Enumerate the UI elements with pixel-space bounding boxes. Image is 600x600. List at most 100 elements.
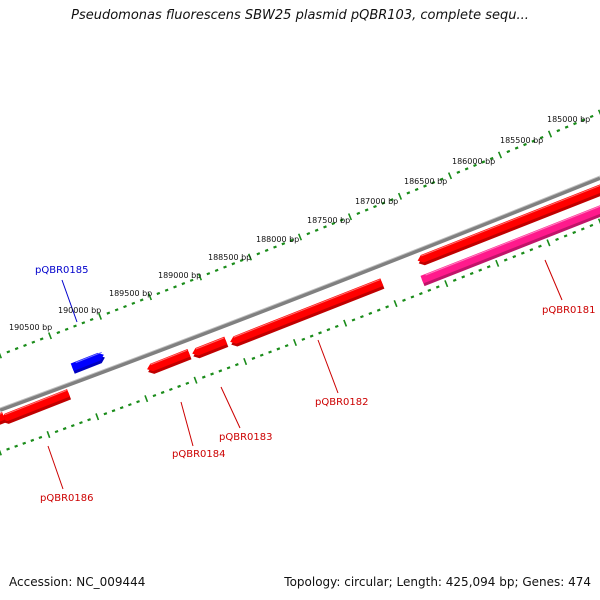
scale-label: 190500 bp xyxy=(9,323,52,332)
topology-summary: Topology: circular; Length: 425,094 bp; … xyxy=(284,575,591,589)
inner-minor-tick xyxy=(529,248,534,252)
gene-arrow-pQBR0182 xyxy=(230,278,385,347)
inner-minor-tick xyxy=(201,375,206,379)
outer-minor-tick xyxy=(31,340,36,344)
outer-major-tick xyxy=(47,332,53,340)
outer-major-tick xyxy=(97,312,103,320)
inner-minor-tick xyxy=(268,350,272,354)
scale-label: 186000 bp xyxy=(452,157,495,166)
outer-major-tick xyxy=(347,213,353,221)
outer-minor-tick xyxy=(489,156,494,161)
outer-minor-tick xyxy=(231,262,236,266)
outer-major-tick xyxy=(0,351,2,359)
outer-minor-tick xyxy=(306,232,311,236)
inner-minor-tick xyxy=(469,271,474,276)
outer-minor-tick xyxy=(356,211,361,215)
outer-minor-tick xyxy=(323,225,327,229)
inner-minor-tick xyxy=(54,429,59,434)
inner-major-tick xyxy=(95,413,100,421)
inner-minor-tick xyxy=(168,387,173,392)
gene-arrow-pQBR0181-red-highlight xyxy=(421,182,600,257)
outer-minor-tick xyxy=(531,139,536,143)
leader-line xyxy=(47,445,64,490)
inner-minor-tick xyxy=(38,435,43,440)
outer-minor-tick xyxy=(289,238,294,242)
outer-minor-tick xyxy=(339,218,344,222)
outer-minor-tick xyxy=(56,330,61,335)
gene-arrow-pQBR0182-face xyxy=(230,278,384,344)
inner-minor-tick xyxy=(512,254,517,259)
gene-arrow-pQBR0185-highlight xyxy=(75,351,102,364)
gene-label-pQBR0185: pQBR0185 xyxy=(35,265,88,276)
inner-minor-tick xyxy=(418,292,423,296)
outer-major-tick xyxy=(147,293,153,301)
scale-label: 185500 bp xyxy=(500,136,543,145)
leader-line xyxy=(180,401,194,447)
scale-labels: 185000 bp 185500 bp 186000 bp 186500 bp 1870… xyxy=(9,115,590,332)
inner-minor-tick xyxy=(486,265,491,269)
outer-minor-tick xyxy=(364,208,369,212)
outer-minor-tick xyxy=(14,347,19,351)
outer-minor-tick xyxy=(106,311,111,315)
inner-minor-tick xyxy=(185,381,190,385)
scale-label: 190000 bp xyxy=(58,306,101,315)
inner-minor-tick xyxy=(376,308,381,312)
outer-minor-tick xyxy=(539,135,544,140)
outer-minor-tick xyxy=(256,252,261,256)
gene-arrow-pQBR0181-face xyxy=(420,202,600,284)
inner-minor-tick xyxy=(334,324,339,329)
outer-major-tick xyxy=(447,172,453,180)
outer-minor-tick xyxy=(114,308,119,312)
outer-minor-tick xyxy=(73,324,77,328)
outer-minor-tick xyxy=(239,258,244,263)
inner-minor-tick xyxy=(555,237,559,242)
gene-label-pQBR0184: pQBR0184 xyxy=(172,449,225,460)
gene-arrow-edge-highlight xyxy=(0,412,2,417)
inner-minor-tick xyxy=(368,311,373,316)
gene-arrow-pQBR0183-highlight xyxy=(195,337,224,350)
inner-minor-tick xyxy=(152,393,157,398)
outer-minor-tick xyxy=(406,191,411,195)
leader-line xyxy=(61,279,78,323)
page-title: Pseudomonas fluorescens SBW25 plasmid pQ… xyxy=(71,8,529,23)
outer-minor-tick xyxy=(456,170,461,174)
inner-major-tick xyxy=(46,430,51,439)
scale-label: 187500 bp xyxy=(307,216,350,225)
inner-minor-tick xyxy=(435,285,440,289)
inner-minor-tick xyxy=(70,424,75,428)
scale-label: 185000 bp xyxy=(547,115,590,124)
scale-label: 188000 bp xyxy=(256,235,299,244)
inner-minor-tick xyxy=(563,234,568,238)
outer-minor-tick xyxy=(189,278,194,282)
outer-minor-tick xyxy=(264,248,269,253)
outer-minor-tick xyxy=(64,327,69,331)
gene-label-pQBR0186: pQBR0186 xyxy=(40,493,93,504)
outer-minor-tick xyxy=(123,304,127,309)
inner-minor-tick xyxy=(538,244,542,248)
inner-minor-tick xyxy=(111,409,116,413)
outer-minor-tick xyxy=(6,350,11,354)
inner-minor-tick xyxy=(589,223,594,228)
inner-major-tick xyxy=(193,376,198,384)
outer-minor-tick xyxy=(414,187,419,192)
inner-minor-tick xyxy=(309,334,314,338)
outer-minor-tick xyxy=(556,128,561,133)
gene-arrow-pQBR0184 xyxy=(147,349,192,374)
outer-minor-tick xyxy=(131,301,136,305)
inner-minor-tick xyxy=(251,356,256,360)
outer-minor-tick xyxy=(581,118,586,122)
outer-minor-tick xyxy=(523,142,527,147)
backbone-line xyxy=(0,176,600,412)
outer-minor-tick xyxy=(314,228,319,232)
inner-minor-tick xyxy=(326,328,331,332)
inner-minor-tick xyxy=(210,372,214,376)
inner-major-tick xyxy=(243,357,248,366)
outer-minor-tick xyxy=(39,337,44,341)
leader-line xyxy=(544,259,563,301)
outer-minor-tick xyxy=(23,343,27,347)
outer-minor-tick xyxy=(573,121,577,126)
inner-minor-tick xyxy=(351,318,356,322)
outer-minor-tick xyxy=(464,167,469,171)
inner-minor-tick xyxy=(127,403,132,407)
